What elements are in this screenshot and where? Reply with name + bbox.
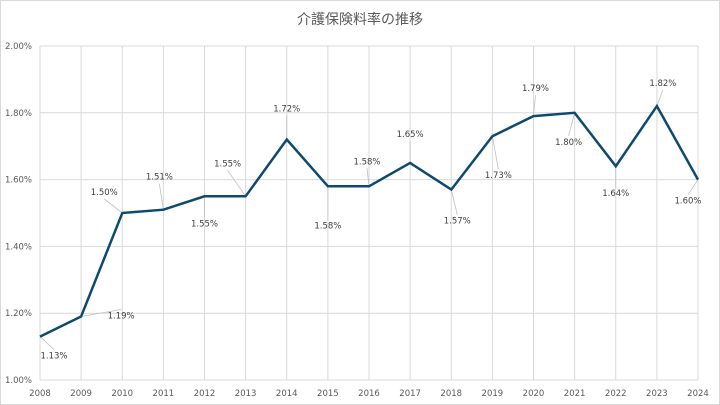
data-label-leader — [656, 89, 664, 107]
y-tick-label: 1.20% — [5, 309, 32, 319]
data-label: 1.55% — [191, 219, 218, 229]
data-label-leader — [227, 170, 246, 197]
data-label: 1.80% — [555, 138, 582, 148]
data-label-leader — [39, 336, 55, 350]
x-tick-label: 2015 — [317, 389, 339, 399]
data-label: 1.72% — [273, 105, 300, 115]
data-label-leader — [491, 136, 499, 170]
data-label-leader — [687, 179, 699, 195]
data-label-leader — [533, 95, 536, 117]
x-tick-label: 2012 — [194, 389, 216, 399]
data-label: 1.51% — [146, 173, 173, 183]
x-tick-label: 2010 — [111, 389, 133, 399]
data-label: 1.73% — [485, 171, 512, 181]
data-label: 1.58% — [314, 221, 341, 231]
data-label: 1.60% — [674, 197, 701, 207]
x-tick-label: 2019 — [482, 389, 504, 399]
data-label: 1.50% — [91, 188, 118, 198]
data-label: 1.57% — [444, 217, 471, 227]
x-tick-label: 2022 — [605, 389, 627, 399]
data-label: 1.65% — [397, 130, 424, 140]
x-tick-label: 2024 — [687, 389, 709, 399]
chart-title: 介護保険料率の推移 — [297, 11, 423, 28]
x-tick-label: 2013 — [235, 389, 257, 399]
data-label: 1.79% — [522, 84, 549, 94]
y-tick-label: 1.80% — [5, 109, 32, 119]
data-label-leader — [568, 112, 576, 136]
data-label-leader — [366, 168, 370, 187]
x-tick-label: 2008 — [29, 389, 51, 399]
data-label-leader — [104, 198, 123, 214]
x-tick-label: 2017 — [399, 389, 421, 399]
data-label: 1.64% — [602, 189, 629, 199]
x-tick-label: 2023 — [646, 389, 668, 399]
x-tick-label: 2020 — [523, 389, 545, 399]
series-line — [39, 103, 700, 338]
x-tick-label: 2021 — [564, 389, 586, 399]
x-tick-label: 2018 — [440, 389, 462, 399]
x-tick-label: 2014 — [276, 389, 298, 399]
data-label: 1.58% — [353, 157, 380, 167]
y-tick-label: 2.00% — [5, 42, 32, 52]
x-tick-label: 2016 — [358, 389, 380, 399]
data-label: 1.82% — [649, 79, 676, 89]
data-label: 1.55% — [214, 159, 241, 169]
y-tick-label: 1.00% — [5, 376, 32, 386]
x-tick-label: 2009 — [70, 389, 92, 399]
data-label-leader — [158, 183, 164, 210]
data-label: 1.13% — [40, 352, 67, 362]
data-label-leader — [81, 309, 122, 317]
data-label-leader — [450, 189, 458, 215]
y-tick-label: 1.40% — [5, 242, 32, 252]
x-tick-label: 2011 — [153, 389, 175, 399]
y-tick-label: 1.60% — [5, 176, 32, 186]
data-label: 1.19% — [108, 312, 135, 322]
